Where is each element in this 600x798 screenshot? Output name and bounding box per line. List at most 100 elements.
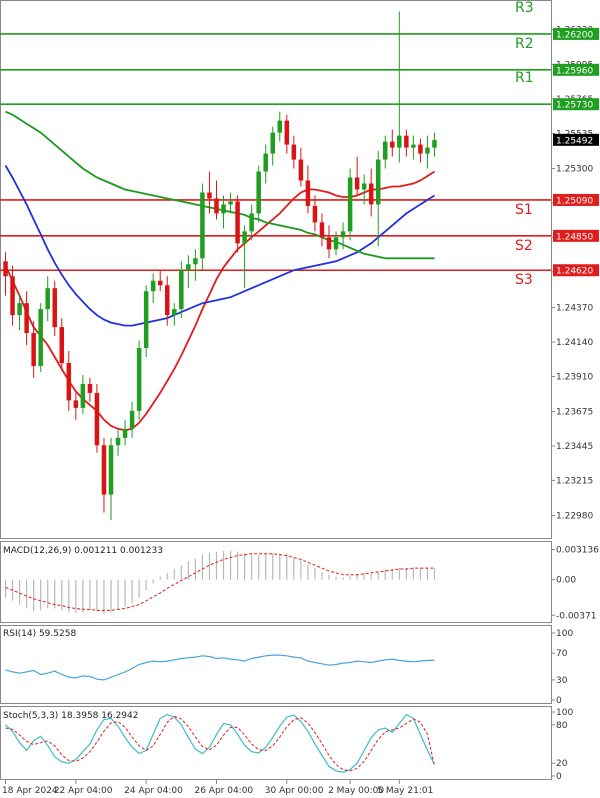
candle <box>129 401 135 438</box>
candle <box>270 126 275 166</box>
candle-body <box>354 177 360 190</box>
candle-body <box>298 159 304 181</box>
rsi-axis: 100 70 30 0 <box>551 629 573 706</box>
candle <box>59 318 65 371</box>
date-tick-label: 18 Apr 2024 <box>2 786 58 796</box>
stoch-pane-frame <box>0 706 552 780</box>
stoch-series <box>5 713 436 773</box>
rsi-series <box>5 654 435 681</box>
candle <box>24 291 29 346</box>
candle-body <box>333 237 339 250</box>
date-tick-label: 2 May 00:00 <box>328 786 384 796</box>
rsi-tick-label: 30 <box>556 676 568 686</box>
candle-body <box>368 183 374 205</box>
rsi-tick-label: 0 <box>556 696 562 706</box>
candle <box>228 192 233 214</box>
candle-body <box>143 291 149 349</box>
candle-body <box>17 303 22 316</box>
candle-body <box>10 276 15 316</box>
macd-axis: 0.003136 0.00 -0.00371 <box>551 545 599 621</box>
macd-title: MACD(12,26,9) 0.001211 0.001233 <box>3 546 163 556</box>
candle <box>354 156 360 196</box>
stoch-tick-label: 0 <box>556 772 562 782</box>
candle <box>333 231 339 256</box>
candle <box>143 285 149 358</box>
candle-body <box>277 120 283 133</box>
candle-body <box>66 362 72 401</box>
candle <box>298 147 304 187</box>
rsi-pane-frame <box>0 625 552 704</box>
candle <box>31 321 36 378</box>
ma-line-fast <box>4 170 435 432</box>
candle <box>3 252 8 296</box>
candle <box>45 276 50 322</box>
stoch-signal-line <box>5 715 435 772</box>
candle-body <box>24 303 29 334</box>
price-tick-label: 1.23215 <box>556 476 593 486</box>
moving-averages <box>4 110 435 432</box>
candle <box>73 392 79 420</box>
level-price-tag-r3 <box>553 27 599 40</box>
candle-body <box>122 428 128 438</box>
macd-signal-line <box>5 553 435 611</box>
candle-body <box>284 120 290 145</box>
ma-line-mid <box>4 165 435 327</box>
rsi-line <box>5 654 435 681</box>
macd-pane-frame <box>0 541 552 623</box>
candle-body <box>425 147 430 154</box>
candle <box>319 213 325 247</box>
candle <box>101 437 107 513</box>
current-price-tag <box>553 133 599 146</box>
candle-body <box>326 237 332 250</box>
stoch-tick-label: 100 <box>556 708 573 718</box>
candle <box>256 165 261 223</box>
candle <box>432 132 437 157</box>
candle-body <box>157 280 163 286</box>
level-price-tag-r1 <box>553 98 599 111</box>
candle <box>249 204 254 241</box>
candle <box>179 261 184 319</box>
candle-body <box>200 192 205 259</box>
candle <box>108 437 114 521</box>
candle <box>115 428 121 456</box>
level-price-tag-s3 <box>553 264 599 277</box>
candle-body <box>38 309 43 366</box>
pivot-levels <box>0 33 551 272</box>
candle-body <box>390 141 395 148</box>
candle <box>221 195 226 229</box>
price-tick-label: 1.25300 <box>556 165 593 175</box>
price-tick-label: 1.23445 <box>556 442 593 452</box>
candle-body <box>221 204 226 214</box>
candle <box>150 273 156 304</box>
candle <box>326 225 332 259</box>
candle-body <box>150 280 156 292</box>
candle-body <box>340 231 346 238</box>
macd-tick-label: -0.00371 <box>556 611 596 621</box>
price-tick-label: 1.22980 <box>556 512 593 522</box>
candle-body <box>432 140 437 148</box>
candle <box>425 135 430 169</box>
candle-body <box>136 348 142 411</box>
candle <box>87 377 93 402</box>
price-tick-label: 1.24370 <box>556 304 593 314</box>
price-tick-label: 1.23910 <box>556 372 593 382</box>
candle-body <box>165 285 170 316</box>
candle <box>418 138 423 163</box>
candle-body <box>214 198 219 214</box>
level-name-s2: S2 <box>515 238 533 254</box>
candle-body <box>31 333 36 366</box>
candle <box>10 265 15 326</box>
candle <box>200 183 205 271</box>
candle-body <box>186 264 191 271</box>
candle <box>94 383 100 453</box>
date-tick-label: 26 Apr 04:00 <box>194 786 253 796</box>
candle <box>122 419 128 446</box>
level-price-s1: 1.25090 <box>556 196 593 206</box>
level-name-s1: S1 <box>515 202 533 218</box>
candle <box>136 340 142 420</box>
candle-body <box>235 201 240 244</box>
candle-body <box>319 222 325 238</box>
candle-body <box>291 144 297 160</box>
macd-tick-label: 0.003136 <box>556 545 599 555</box>
